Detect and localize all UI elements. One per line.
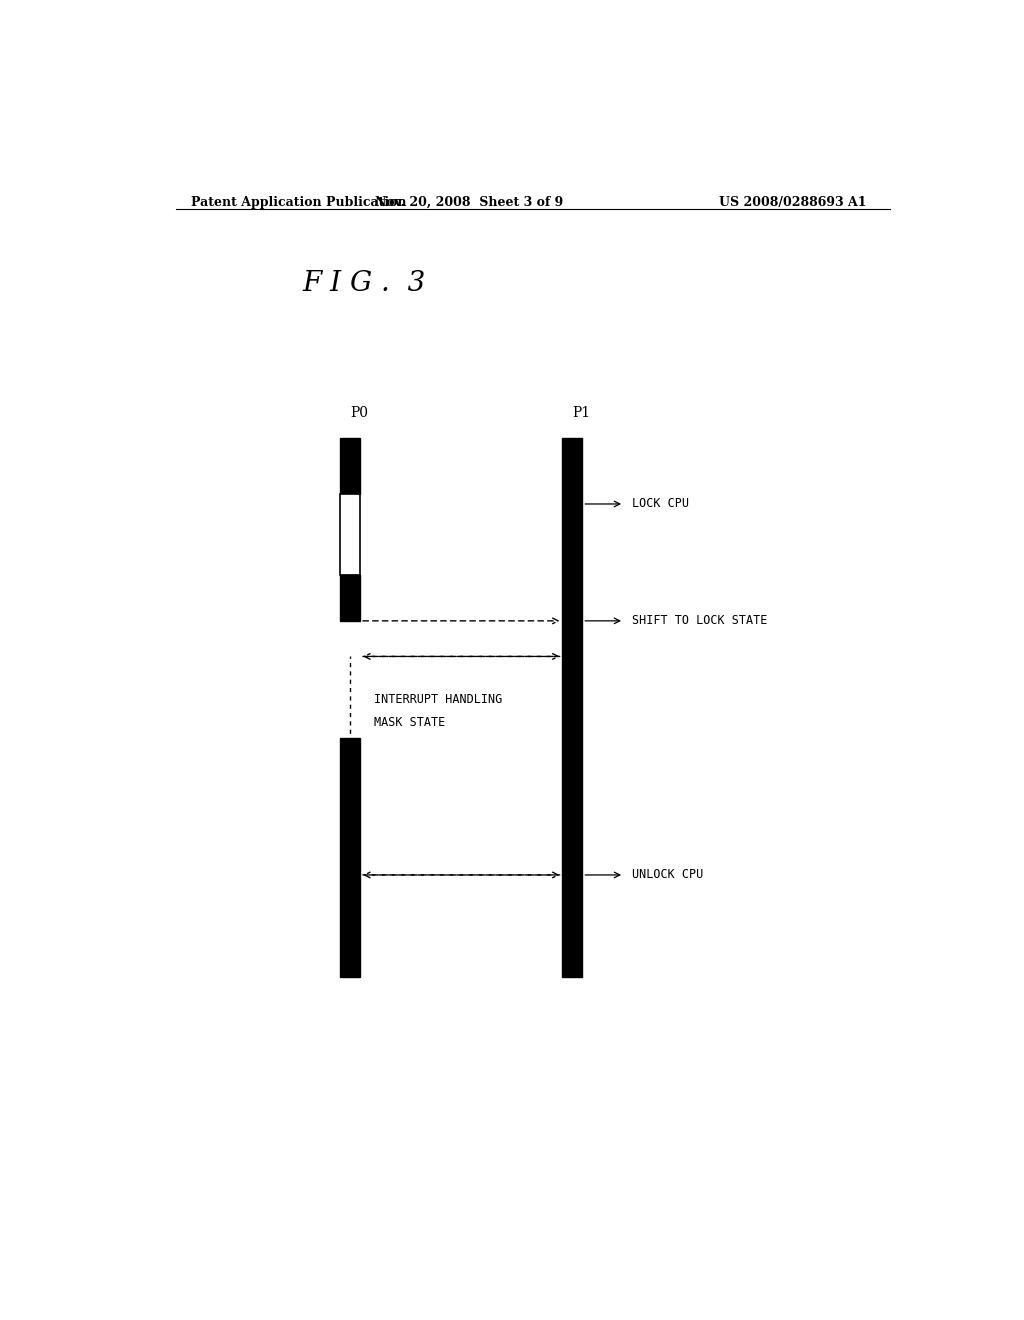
- Bar: [340, 494, 360, 576]
- Text: UNLOCK CPU: UNLOCK CPU: [632, 869, 703, 882]
- Bar: [340, 738, 360, 977]
- Text: P1: P1: [572, 405, 591, 420]
- Bar: [562, 438, 583, 977]
- Text: INTERRUPT HANDLING: INTERRUPT HANDLING: [374, 693, 502, 706]
- Text: F I G .  3: F I G . 3: [303, 271, 426, 297]
- Text: Patent Application Publication: Patent Application Publication: [191, 195, 407, 209]
- Text: MASK STATE: MASK STATE: [374, 715, 445, 729]
- Text: SHIFT TO LOCK STATE: SHIFT TO LOCK STATE: [632, 614, 767, 627]
- Text: Nov. 20, 2008  Sheet 3 of 9: Nov. 20, 2008 Sheet 3 of 9: [375, 195, 563, 209]
- Bar: [340, 576, 360, 620]
- Text: P0: P0: [350, 405, 369, 420]
- Bar: [340, 438, 360, 494]
- Text: US 2008/0288693 A1: US 2008/0288693 A1: [719, 195, 866, 209]
- Text: LOCK CPU: LOCK CPU: [632, 498, 689, 511]
